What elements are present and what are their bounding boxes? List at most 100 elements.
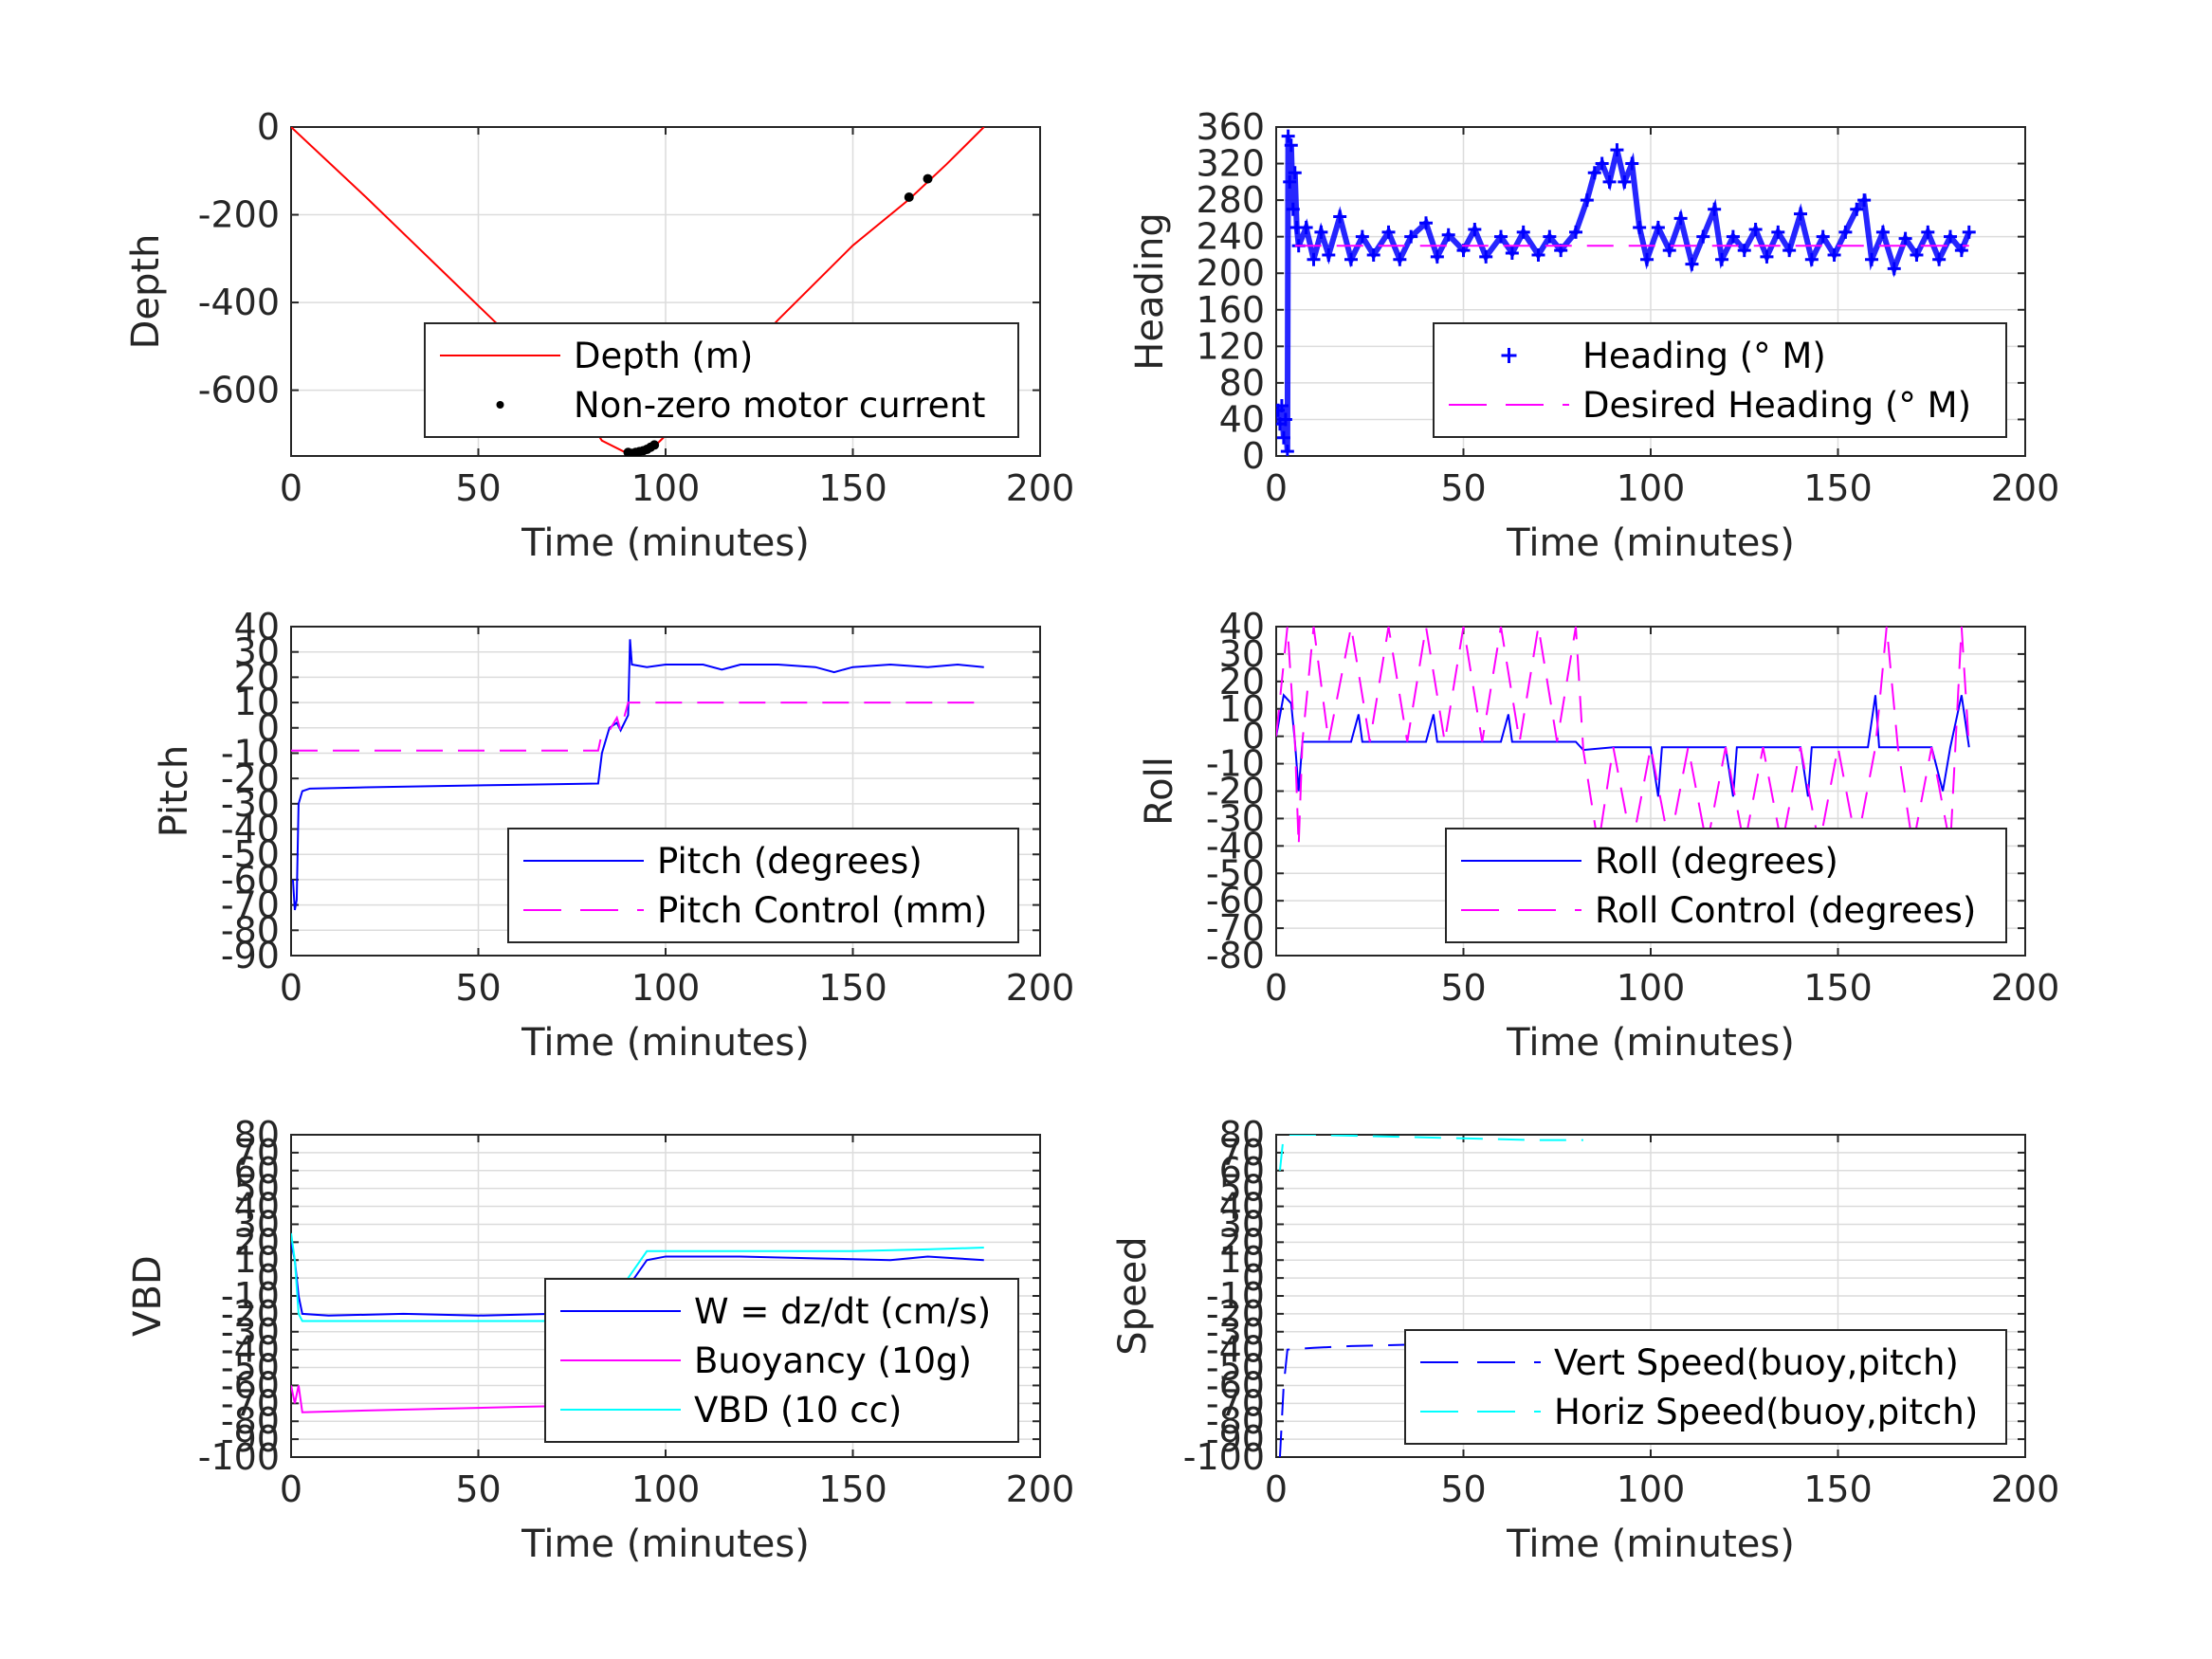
y-tick-label: -30	[221, 1311, 280, 1353]
y-axis-label: VBD	[126, 1255, 170, 1337]
legend-entry-buoyancy-10g-label: Buoyancy (10g)	[694, 1340, 972, 1381]
series-roll-control-degrees-line	[1276, 627, 1970, 847]
y-tick-label: 120	[1196, 325, 1265, 367]
y-tick-label: 20	[1219, 661, 1265, 702]
x-axis-label: Time (minutes)	[1506, 1021, 1795, 1065]
x-tick-label: 50	[1440, 967, 1486, 1009]
x-tick-label: 0	[1265, 1468, 1288, 1510]
y-tick-label: 200	[1196, 252, 1265, 294]
y-tick-label: -60	[1206, 880, 1265, 921]
y-tick-label: -30	[1206, 797, 1265, 839]
y-tick-label: 40	[1219, 1186, 1265, 1228]
panel-vbd: 0 50 100 150 20080706050403020100-10-20-30-4…	[126, 1114, 1074, 1566]
legend-entry-vert-speed-buoy-pitch-label: Vert Speed(buoy,pitch)	[1554, 1342, 1959, 1383]
y-tick-label: -50	[1206, 1347, 1265, 1389]
legend: W = dz/dt (cm/s) Buoyancy (10g) VBD (10 cc…	[544, 1278, 1019, 1443]
y-tick-label: 20	[234, 656, 280, 698]
series-layer	[291, 127, 985, 456]
legend: Heading (° M) Desired Heading (° M)	[1433, 322, 2007, 438]
x-tick-label: 150	[1803, 967, 1873, 1009]
y-tick-label: -40	[221, 1329, 280, 1371]
series-non-zero-motor-current-point	[904, 192, 914, 203]
panel-roll: 0 50 100 150 200403020100-10-20-30-40-50-60-…	[1138, 606, 2059, 1065]
legend-box	[1445, 828, 2007, 943]
legend-entry-pitch-control-mm-label: Pitch Control (mm)	[657, 890, 987, 931]
legend: Vert Speed(buoy,pitch) Horiz Speed(buoy,p…	[1404, 1329, 2007, 1445]
y-tick-label: -10	[1206, 1275, 1265, 1317]
x-axis-label: Time (minutes)	[521, 521, 810, 565]
y-tick-label: -40	[221, 809, 280, 850]
y-tick-label: -80	[1206, 1400, 1265, 1442]
legend-entry-vbd-10-cc-label: VBD (10 cc)	[694, 1390, 902, 1431]
legend-entry-desired-heading-m-label: Desired Heading (° M)	[1582, 385, 1971, 426]
legend-box	[507, 828, 1019, 943]
x-tick-label: 200	[1006, 1468, 1075, 1510]
x-tick-label: 100	[1617, 1468, 1686, 1510]
x-tick-label: 0	[1265, 967, 1288, 1009]
x-tick-label: 150	[818, 1468, 887, 1510]
y-tick-label: -60	[221, 859, 280, 901]
panel-pitch: 0 50 100 150 200403020100-10-20-30-40-50-60-…	[153, 606, 1074, 1065]
y-tick-label: -50	[1206, 852, 1265, 894]
legend-entry-roll-control-degrees-label: Roll Control (degrees)	[1595, 890, 1976, 931]
legend-entry-heading-m-swatch	[1501, 348, 1517, 363]
x-tick-label: 200	[1006, 967, 1075, 1009]
y-tick-label: 10	[234, 682, 280, 723]
series-non-zero-motor-current-point	[923, 173, 933, 184]
panel-depth: 0 50 100 150 200 0 -200 -400 -600 Time (minutes) D…	[124, 106, 1074, 565]
y-tick-label: -20	[1206, 771, 1265, 812]
y-tick-label: -80	[221, 909, 280, 951]
x-axis-label: Time (minutes)	[521, 1522, 810, 1566]
x-tick-label: 150	[1803, 1468, 1873, 1510]
y-tick-label: 20	[234, 1221, 280, 1263]
legend-entry-heading-m-label: Heading (° M)	[1582, 336, 1826, 376]
x-axis-label: Time (minutes)	[1506, 521, 1795, 565]
y-tick-label: 0	[1242, 435, 1265, 477]
x-tick-label: 0	[1265, 467, 1288, 509]
legend: Pitch (degrees) Pitch Control (mm)	[507, 828, 1019, 943]
legend-entry-depth-m-label: Depth (m)	[574, 336, 753, 376]
x-tick-label: 150	[818, 967, 887, 1009]
series-buoyancy-10g-line	[291, 1385, 598, 1413]
y-tick-label: 40	[1219, 606, 1265, 647]
y-axis-label: Pitch	[153, 745, 196, 837]
x-tick-label: 0	[280, 1468, 302, 1510]
y-tick-label: -90	[221, 935, 280, 976]
x-tick-label: 150	[1803, 467, 1873, 509]
x-tick-label: 50	[455, 967, 501, 1009]
y-tick-label: 70	[234, 1132, 280, 1174]
series-non-zero-motor-current-point	[649, 440, 660, 450]
y-tick-label: -20	[1206, 1293, 1265, 1335]
series-pitch-degrees-line	[291, 639, 984, 911]
panel-heading: 0 50 100 150 20004080120160200240280320360Ti…	[1128, 106, 2059, 565]
x-tick-label: 50	[455, 1468, 501, 1510]
y-tick-label: 60	[234, 1150, 280, 1192]
legend-entry-horiz-speed-buoy-pitch-label: Horiz Speed(buoy,pitch)	[1554, 1392, 1978, 1432]
y-tick-label: -90	[1206, 1418, 1265, 1460]
y-tick-label: 240	[1196, 216, 1265, 258]
y-tick-label: 0	[257, 106, 280, 148]
legend-entry-non-zero-motor-current-swatch	[496, 401, 504, 409]
y-tick-label: -50	[221, 833, 280, 875]
legend: Roll (degrees) Roll Control (degrees)	[1445, 828, 2007, 943]
x-axis-label: Time (minutes)	[1506, 1522, 1795, 1566]
series-layer	[1276, 627, 1970, 847]
y-tick-label: 10	[1219, 1239, 1265, 1281]
panel-speed: 0 50 100 150 20080706050403020100-10-20-30-4…	[1111, 1114, 2059, 1566]
y-tick-label: 320	[1196, 143, 1265, 185]
y-tick-label: 40	[234, 1186, 280, 1228]
x-tick-label: 100	[631, 967, 701, 1009]
y-tick-label: -70	[1206, 907, 1265, 949]
y-tick-label: 0	[1242, 716, 1265, 757]
y-tick-label: 80	[234, 1114, 280, 1156]
x-axis-label: Time (minutes)	[521, 1021, 810, 1065]
y-tick-label: 20	[1219, 1221, 1265, 1263]
y-tick-label: 360	[1196, 106, 1265, 148]
y-tick-label: -80	[1206, 935, 1265, 976]
y-tick-label: 50	[234, 1168, 280, 1210]
x-tick-label: 0	[280, 467, 302, 509]
y-tick-label: 40	[1219, 398, 1265, 440]
legend-entry-non-zero-motor-current-label: Non-zero motor current	[574, 385, 985, 426]
y-tick-label: 70	[1219, 1132, 1265, 1174]
